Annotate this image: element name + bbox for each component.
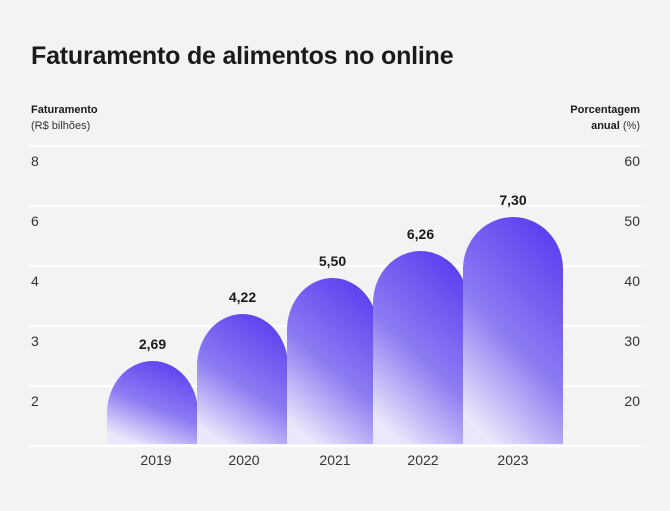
bar-2019 (107, 361, 198, 444)
bar-2023 (463, 217, 563, 444)
right-tick-label: 20 (624, 393, 640, 409)
right-axis-label: Porcentagem anual (%) (570, 102, 640, 134)
data-label: 7,30 (499, 192, 526, 208)
x-tick-label: 2022 (407, 452, 438, 468)
right-tick-label: 30 (624, 333, 640, 349)
data-label: 4,22 (229, 289, 256, 305)
chart-title: Faturamento de alimentos no online (31, 42, 454, 70)
left-tick-label: 4 (31, 273, 39, 289)
right-axis-label-anual: anual (591, 120, 620, 132)
left-tick-label: 3 (31, 333, 39, 349)
right-axis-label-unit: (%) (619, 120, 640, 132)
bar-2020 (197, 314, 288, 444)
x-tick-label: 2023 (497, 452, 528, 468)
data-label: 5,50 (319, 253, 346, 269)
right-axis-label-line1: Porcentagem (570, 104, 640, 116)
x-tick-label: 2021 (319, 452, 350, 468)
right-tick-label: 40 (624, 273, 640, 289)
right-tick-label: 60 (624, 153, 640, 169)
right-axis-label-line2: anual (%) (570, 118, 640, 134)
left-axis-label-line2: (R$ bilhões) (31, 120, 91, 132)
right-tick-label: 50 (624, 213, 640, 229)
left-tick-label: 2 (31, 393, 39, 409)
bar-2022 (373, 251, 468, 444)
data-label: 2,69 (139, 336, 166, 352)
data-label: 6,26 (407, 226, 434, 242)
left-tick-label: 8 (31, 153, 39, 169)
bar-2021 (287, 278, 378, 444)
left-tick-label: 6 (31, 213, 39, 229)
x-tick-label: 2020 (228, 452, 259, 468)
x-tick-label: 2019 (140, 452, 171, 468)
left-axis-label-line1: Faturamento (31, 104, 98, 116)
left-axis-label: Faturamento (R$ bilhões) (31, 102, 98, 134)
